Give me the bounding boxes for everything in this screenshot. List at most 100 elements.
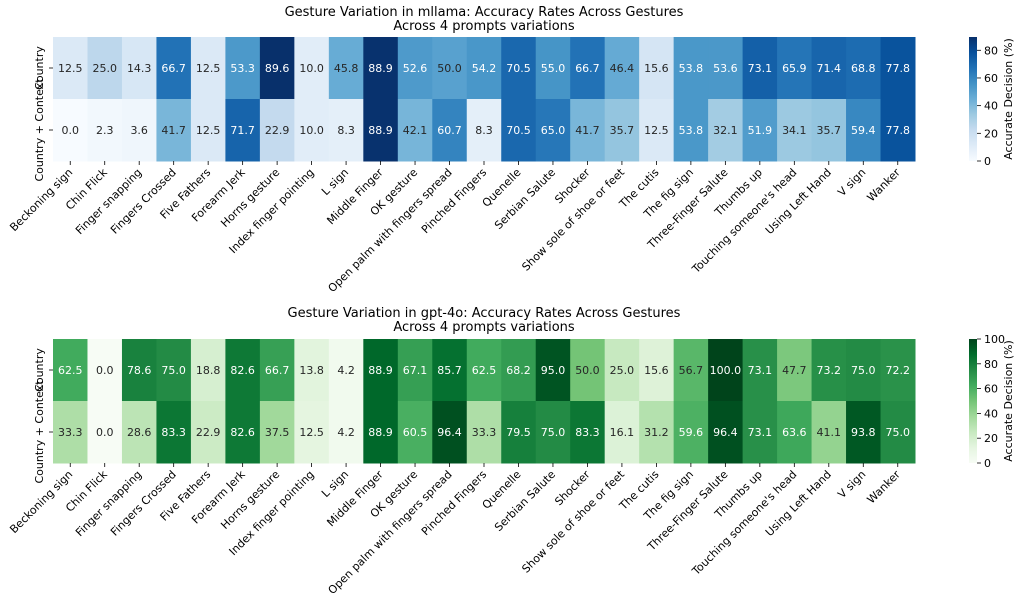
chart-0-cell <box>432 99 468 162</box>
chart-0-cell <box>466 99 502 162</box>
chart-0-cell <box>225 99 261 162</box>
chart-0-cell <box>363 99 399 162</box>
chart-1-cell <box>570 401 606 464</box>
chart-0-colorbar-tick-label: 80 <box>984 44 998 57</box>
chart-1-cell <box>328 339 364 402</box>
chart-0-cell <box>535 37 571 100</box>
chart-1-cell-label: 25.0 <box>610 364 635 377</box>
chart-1-cell <box>225 401 261 464</box>
chart-0-colorbar-tick-label: 60 <box>984 72 998 85</box>
chart-0-cell-label: 8.3 <box>337 124 355 137</box>
chart-1-col-label: Serbian Salute <box>492 468 558 534</box>
chart-0-cell <box>87 99 123 162</box>
chart-0-colorbar-label: Accurate Decision (%) <box>1002 38 1015 160</box>
chart-0-cell <box>708 99 744 162</box>
chart-1-cell <box>846 339 882 402</box>
chart-1-cell-label: 56.7 <box>679 364 704 377</box>
chart-0-cell-label: 53.3 <box>230 62 255 75</box>
chart-0-colorbar <box>969 37 977 161</box>
chart-1-colorbar-tick-label: 40 <box>984 407 998 420</box>
chart-1-cell <box>259 401 295 464</box>
chart-0-cell <box>604 37 640 100</box>
chart-0-cell-label: 77.8 <box>886 62 911 75</box>
chart-1-cell <box>777 401 813 464</box>
chart-1-cell-label: 15.6 <box>644 364 669 377</box>
chart-1-cell-label: 73.1 <box>748 426 773 439</box>
chart-0-cell <box>328 37 364 100</box>
chart-1-cell-label: 4.2 <box>337 426 355 439</box>
chart-0-cell-label: 53.6 <box>713 62 738 75</box>
chart-0-cell-label: 35.7 <box>610 124 635 137</box>
chart-1-cell <box>811 339 847 402</box>
chart-0-col-label: L sign <box>319 166 351 198</box>
chart-0-cell-label: 22.9 <box>265 124 290 137</box>
chart-0-cell <box>501 99 537 162</box>
chart-0-cell-label: 12.5 <box>196 62 221 75</box>
chart-0-cell-label: 14.3 <box>127 62 152 75</box>
chart-0-cell-label: 73.1 <box>748 62 773 75</box>
chart-1-cell <box>639 339 675 402</box>
chart-1-cell-label: 37.5 <box>265 426 290 439</box>
chart-0-cell <box>397 99 433 162</box>
chart-1-cell-label: 83.3 <box>575 426 600 439</box>
chart-1-cell-label: 0.0 <box>96 426 114 439</box>
chart-1-cell-label: 93.8 <box>851 426 876 439</box>
chart-0-cell-label: 12.5 <box>58 62 83 75</box>
chart-0-cell <box>190 99 226 162</box>
chart-0-cell <box>294 99 330 162</box>
chart-1-cell <box>363 401 399 464</box>
chart-0-cell <box>570 37 606 100</box>
chart-0-cell-label: 45.8 <box>334 62 359 75</box>
chart-1-cell-label: 100.0 <box>710 364 742 377</box>
chart-0-title: Gesture Variation in mllama: Accuracy Ra… <box>285 5 684 20</box>
chart-1-cell-label: 41.1 <box>817 426 842 439</box>
chart-0-cell-label: 10.0 <box>299 62 324 75</box>
chart-1-cell <box>846 401 882 464</box>
chart-0-cell <box>53 37 88 100</box>
chart-0-cell-label: 12.5 <box>644 124 669 137</box>
chart-0-cell-label: 42.1 <box>403 124 428 137</box>
chart-1-cell <box>501 401 537 464</box>
chart-0-cell <box>880 99 916 162</box>
chart-0-colorbar-tick-label: 20 <box>984 127 998 140</box>
chart-0-cell <box>811 99 847 162</box>
chart-1-row-label: Country <box>33 348 46 392</box>
chart-0-cell <box>880 37 916 100</box>
chart-0-cell-label: 59.4 <box>851 124 876 137</box>
chart-1-cell <box>501 339 537 402</box>
chart-0-cell <box>259 37 295 100</box>
chart-1-cell <box>880 339 916 402</box>
chart-1-cell-label: 73.1 <box>748 364 773 377</box>
chart-0-cell <box>604 99 640 162</box>
chart-1-cell-label: 16.1 <box>610 426 635 439</box>
chart-1-cell <box>328 401 364 464</box>
chart-1-cell-label: 88.9 <box>368 426 393 439</box>
chart-0-cell-label: 0.0 <box>61 124 79 137</box>
chart-1-cell <box>397 339 433 402</box>
chart-0-cell <box>673 37 709 100</box>
chart-1-cell-label: 75.0 <box>541 426 566 439</box>
chart-0-cell-label: 60.7 <box>437 124 462 137</box>
chart-1-cell <box>604 339 640 402</box>
chart-1-cell <box>397 401 433 464</box>
chart-1-cell-label: 75.0 <box>886 426 911 439</box>
chart-0-cell <box>87 37 123 100</box>
chart-1-cell <box>53 401 88 464</box>
chart-0-cell-label: 70.5 <box>506 62 531 75</box>
chart-0-colorbar-tick-label: 0 <box>984 155 991 168</box>
chart-0-cell-label: 50.0 <box>437 62 462 75</box>
chart-0-cell <box>846 99 882 162</box>
chart-0-cell <box>811 37 847 100</box>
chart-0-cell-label: 77.8 <box>886 124 911 137</box>
chart-1-cell <box>225 339 261 402</box>
chart-0-cell-label: 41.7 <box>161 124 186 137</box>
chart-1-cell-label: 60.5 <box>403 426 428 439</box>
chart-0-cell <box>742 99 778 162</box>
chart-1-cell-label: 50.0 <box>575 364 600 377</box>
chart-1-cell <box>156 339 192 402</box>
chart-1-colorbar-tick-label: 80 <box>984 358 998 371</box>
chart-1-col-label: Using Left Hand <box>763 468 834 539</box>
chart-0-colorbar-tick-label: 40 <box>984 100 998 113</box>
chart-1-colorbar-tick-label: 60 <box>984 383 998 396</box>
chart-0-cell-label: 70.5 <box>506 124 531 137</box>
